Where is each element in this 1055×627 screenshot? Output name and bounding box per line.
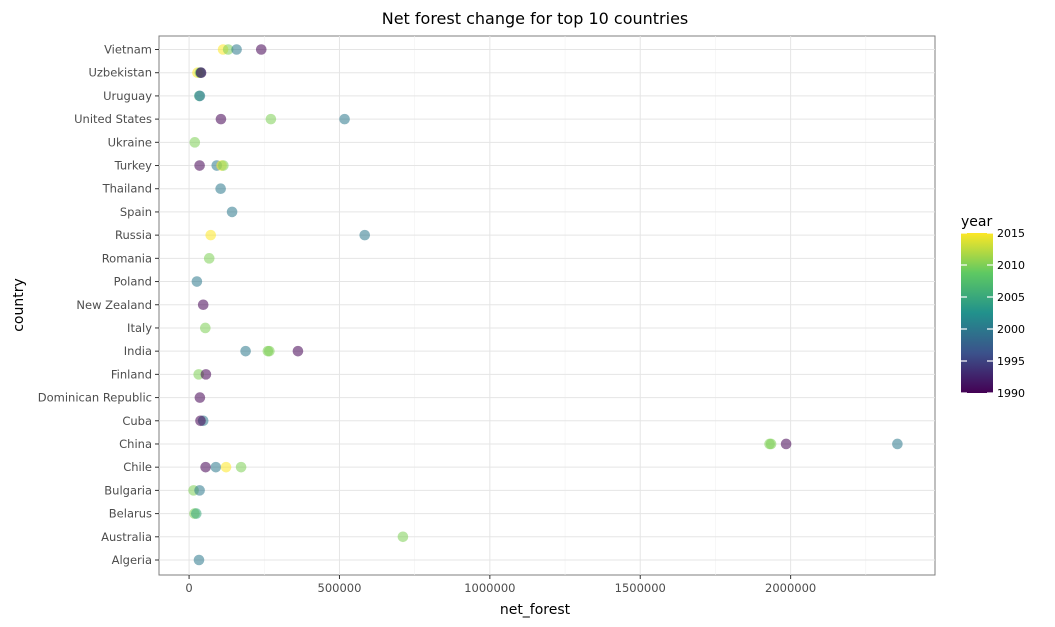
data-point bbox=[200, 369, 212, 380]
data-point bbox=[240, 345, 251, 357]
y-tick-label: Ukraine bbox=[108, 135, 152, 149]
legend-tick-label: 2005 bbox=[997, 291, 1025, 304]
y-tick-label: Turkey bbox=[114, 159, 153, 173]
y-tick-label: Uzbekistan bbox=[88, 66, 152, 80]
y-tick-label: Bulgaria bbox=[104, 483, 152, 497]
y-tick-label: Italy bbox=[127, 321, 152, 335]
data-point bbox=[195, 415, 206, 427]
y-tick-label: Australia bbox=[101, 530, 152, 544]
data-point bbox=[210, 461, 222, 473]
color-legend: year 1990 1995 2000 2005 2010 2015 bbox=[961, 214, 1025, 400]
data-point bbox=[265, 113, 277, 125]
data-point bbox=[189, 137, 201, 148]
x-tick-label: 1500000 bbox=[615, 581, 666, 595]
y-tick-label: Algeria bbox=[112, 553, 152, 567]
grid-minor bbox=[263, 36, 867, 575]
chart-title: Net forest change for top 10 countries bbox=[382, 9, 689, 28]
data-point bbox=[222, 44, 234, 55]
data-point bbox=[200, 461, 211, 473]
data-point bbox=[226, 206, 238, 218]
plot-panel bbox=[158, 35, 936, 576]
legend-tick-label: 1995 bbox=[997, 355, 1025, 368]
y-tick-label: Thailand bbox=[102, 182, 152, 196]
y-tick-label: Vietnam bbox=[104, 43, 152, 57]
data-point bbox=[215, 113, 227, 125]
x-tick-label: 1000000 bbox=[464, 581, 515, 595]
data-points bbox=[188, 44, 903, 566]
data-point bbox=[194, 90, 206, 102]
data-point bbox=[194, 485, 205, 496]
grid-major bbox=[159, 36, 935, 575]
x-axis-title: net_forest bbox=[500, 602, 571, 618]
y-tick-label: Poland bbox=[114, 275, 152, 289]
data-point bbox=[780, 438, 792, 450]
data-point bbox=[231, 44, 242, 55]
x-tick-label: 500000 bbox=[318, 581, 362, 595]
x-axis-ticks: 0 500000 1000000 1500000 2000000 bbox=[185, 575, 816, 595]
legend-title: year bbox=[961, 214, 992, 230]
y-tick-label: Chile bbox=[123, 460, 152, 474]
y-axis-title: country bbox=[11, 278, 27, 332]
data-point bbox=[215, 183, 226, 195]
legend-tick-label: 2010 bbox=[997, 259, 1025, 272]
data-point bbox=[194, 160, 205, 171]
data-point bbox=[892, 438, 903, 450]
legend-tick-label: 1990 bbox=[997, 387, 1025, 400]
y-tick-label: Belarus bbox=[109, 507, 152, 521]
y-axis-ticks: Algeria Australia Belarus Bulgaria Chile Chin… bbox=[38, 43, 159, 567]
data-point bbox=[339, 113, 350, 125]
data-point bbox=[218, 160, 229, 171]
data-point bbox=[359, 229, 371, 241]
legend-colorbar bbox=[961, 233, 993, 393]
y-tick-label: Russia bbox=[115, 228, 152, 242]
data-point bbox=[191, 276, 203, 287]
y-tick-label: Uruguay bbox=[103, 89, 152, 103]
legend-tick-label: 2015 bbox=[997, 227, 1025, 240]
y-tick-label: United States bbox=[74, 112, 152, 126]
data-point bbox=[190, 508, 202, 519]
data-point bbox=[264, 345, 275, 357]
y-tick-label: New Zealand bbox=[76, 298, 152, 312]
data-point bbox=[193, 554, 205, 566]
data-point bbox=[220, 461, 232, 473]
legend-tick-label: 2000 bbox=[997, 323, 1025, 336]
y-tick-label: Finland bbox=[111, 367, 152, 381]
data-point bbox=[194, 392, 206, 403]
data-point bbox=[292, 345, 304, 357]
data-point bbox=[197, 299, 209, 311]
y-tick-label: Romania bbox=[102, 251, 152, 265]
y-tick-label: Spain bbox=[120, 205, 152, 219]
y-tick-label: Cuba bbox=[122, 414, 152, 428]
data-point bbox=[200, 322, 211, 334]
y-tick-label: China bbox=[119, 437, 152, 451]
legend-ticks: 1990 1995 2000 2005 2010 2015 bbox=[961, 227, 1025, 400]
data-point bbox=[205, 229, 217, 241]
data-point bbox=[397, 531, 409, 543]
y-tick-label: Dominican Republic bbox=[38, 391, 152, 405]
data-point bbox=[255, 44, 267, 55]
data-point bbox=[235, 461, 247, 473]
data-point bbox=[195, 67, 207, 79]
y-tick-label: India bbox=[124, 344, 152, 358]
x-tick-label: 0 bbox=[185, 581, 192, 595]
data-point bbox=[765, 438, 777, 450]
data-point bbox=[203, 253, 215, 264]
x-tick-label: 2000000 bbox=[765, 581, 816, 595]
